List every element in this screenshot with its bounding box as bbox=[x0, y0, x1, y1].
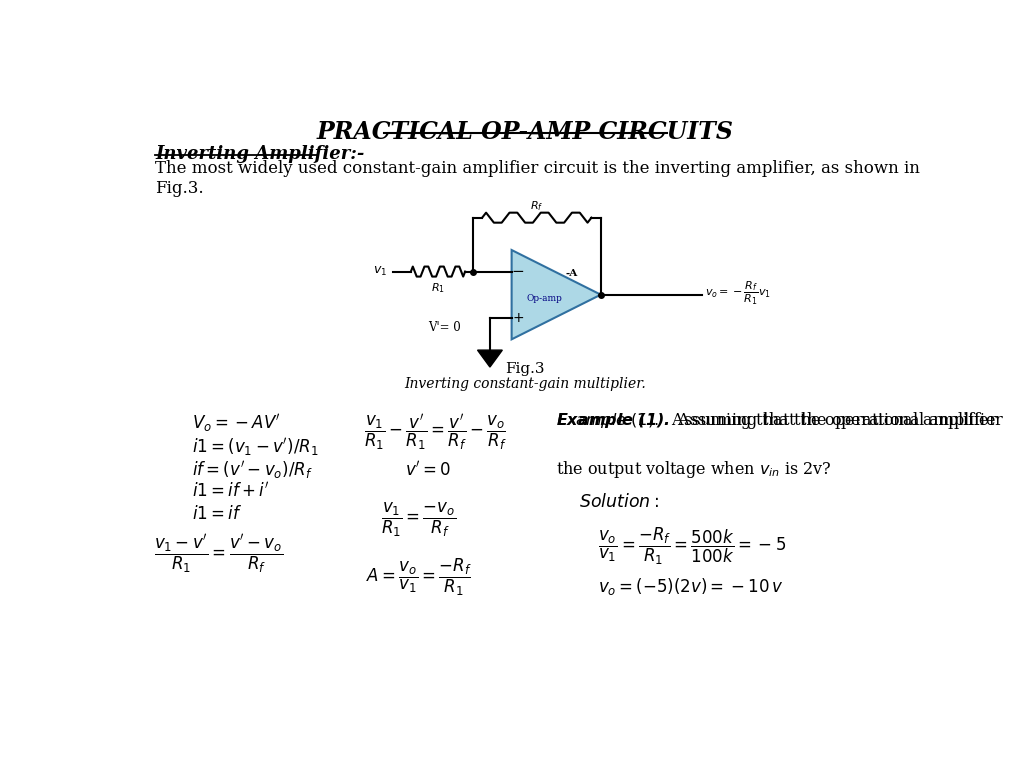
Text: $\dfrac{v_1 - v'}{R_1} = \dfrac{v' - v_o}{R_f}$: $\dfrac{v_1 - v'}{R_1} = \dfrac{v' - v_o… bbox=[154, 532, 283, 576]
Text: the output voltage when $v_{in}$ is 2v?: the output voltage when $v_{in}$ is 2v? bbox=[556, 458, 831, 480]
Text: Fig.3: Fig.3 bbox=[505, 362, 545, 376]
Text: $v_1$: $v_1$ bbox=[374, 265, 388, 278]
Text: $i1 = if + i'$: $i1 = if + i'$ bbox=[193, 482, 270, 501]
Text: $R_f$: $R_f$ bbox=[530, 199, 544, 213]
Text: $\bfit{Example\ (1).}$ Assuming that the operational amplifier: $\bfit{Example\ (1).}$ Assuming that the… bbox=[556, 410, 1004, 431]
Text: Op-amp: Op-amp bbox=[526, 294, 562, 303]
Text: V'= 0: V'= 0 bbox=[428, 320, 461, 333]
Text: Inverting constant-gain multiplier.: Inverting constant-gain multiplier. bbox=[403, 377, 646, 391]
Text: Inverting Amplifier:-: Inverting Amplifier:- bbox=[155, 144, 365, 163]
Text: $i1 = if$: $i1 = if$ bbox=[193, 505, 243, 523]
Text: $if = (v' - v_o)/R_f$: $if = (v' - v_o)/R_f$ bbox=[193, 458, 313, 481]
Polygon shape bbox=[477, 350, 503, 367]
Text: -A: -A bbox=[566, 269, 579, 277]
Text: $\mathbf{\mathit{Solution:}}$: $\mathbf{\mathit{Solution:}}$ bbox=[579, 493, 659, 511]
Text: $i1 = (v_1 - v')/R_1$: $i1 = (v_1 - v')/R_1$ bbox=[193, 435, 318, 458]
Text: $\dfrac{v_1}{R_1} = \dfrac{-v_o}{R_f}$: $\dfrac{v_1}{R_1} = \dfrac{-v_o}{R_f}$ bbox=[381, 501, 457, 539]
Text: PRACTICAL OP-AMP CIRCUITS: PRACTICAL OP-AMP CIRCUITS bbox=[316, 120, 733, 144]
Text: $\dfrac{v_o}{v_1} = \dfrac{-R_f}{R_1} = \dfrac{500k}{100k} = -5$: $\dfrac{v_o}{v_1} = \dfrac{-R_f}{R_1} = … bbox=[598, 525, 786, 567]
Text: $\dfrac{v_1}{R_1} - \dfrac{v'}{R_1} = \dfrac{v'}{R_f} - \dfrac{v_o}{R_f}$: $\dfrac{v_1}{R_1} - \dfrac{v'}{R_1} = \d… bbox=[365, 412, 507, 452]
Text: +: + bbox=[512, 311, 523, 325]
Text: $v' = 0$: $v' = 0$ bbox=[404, 460, 451, 479]
Text: $A = \dfrac{v_o}{v_1} = \dfrac{-R_f}{R_1}$: $A = \dfrac{v_o}{v_1} = \dfrac{-R_f}{R_1… bbox=[366, 558, 472, 598]
Text: $V_o = -AV'$: $V_o = -AV'$ bbox=[193, 412, 282, 435]
Text: −: − bbox=[511, 264, 524, 279]
Text: The most widely used constant-gain amplifier circuit is the inverting amplifier,: The most widely used constant-gain ampli… bbox=[155, 160, 920, 197]
Polygon shape bbox=[512, 250, 601, 339]
Text: $v_o = (-5)(2v) = -10\,v$: $v_o = (-5)(2v) = -10\,v$ bbox=[598, 576, 784, 597]
Text: $v_o = -\dfrac{R_f}{R_1}v_1$: $v_o = -\dfrac{R_f}{R_1}v_1$ bbox=[706, 280, 771, 306]
Text: $\mathbf{\mathit{Example\ (1).}}$  Assuming that the operational amplifier: $\mathbf{\mathit{Example\ (1).}}$ Assumi… bbox=[556, 410, 997, 431]
Text: $R_1$: $R_1$ bbox=[431, 282, 445, 296]
